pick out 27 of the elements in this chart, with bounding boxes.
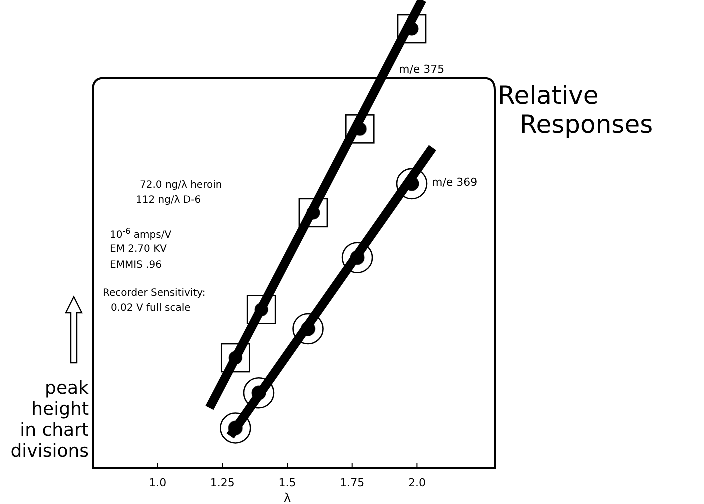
point [396,168,428,200]
point [342,242,374,274]
series-label: m/e 369 [432,176,478,189]
x-tick-label: 1.5 [278,476,296,490]
point [220,412,252,444]
x-tick-label: 1.75 [340,476,365,490]
series-label: m/e 375 [399,63,445,76]
x-tick-label: 1.0 [149,476,167,490]
annotation: 0.02 V full scale [111,303,191,314]
x-tick-label: 2.0 [408,476,426,490]
point [298,198,328,228]
x-axis-title: λ [284,491,292,504]
y-axis-title: peak height in chart divisions [10,378,90,462]
point [292,313,324,345]
annotation: EM 2.70 KV [110,244,168,255]
annotation: 112 ng/λ D-6 [136,195,202,206]
point [397,14,427,44]
point [246,295,276,324]
annotation: Recorder Sensitivity: [103,288,206,299]
point [220,343,250,373]
text: Relative Responses [498,81,654,139]
annotation: 72.0 ng/λ heroin [140,180,222,191]
point [345,114,375,144]
point [243,377,275,409]
annotation: EMMIS .96 [110,260,162,271]
annotation: 10$^{-6}$ amps/V [110,226,172,241]
x-tick-label: 1.25 [210,476,235,490]
